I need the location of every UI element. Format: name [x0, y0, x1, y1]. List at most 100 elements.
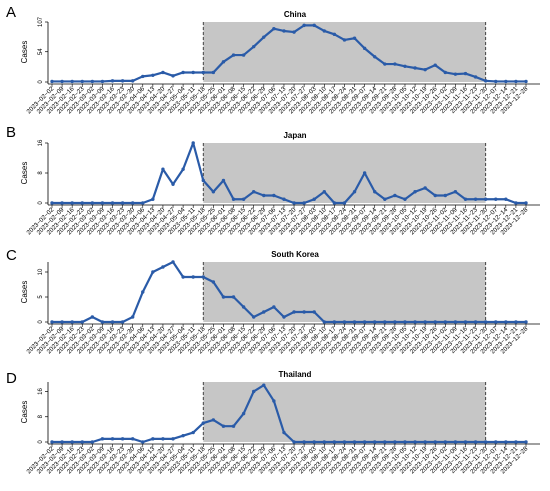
data-point — [393, 62, 397, 66]
data-point — [302, 201, 306, 205]
data-point — [70, 79, 74, 84]
data-point — [383, 320, 387, 324]
data-point — [423, 440, 427, 444]
data-point — [141, 290, 145, 294]
data-point — [262, 310, 266, 314]
data-point — [221, 178, 226, 183]
data-point — [110, 79, 115, 83]
data-point — [100, 320, 105, 324]
data-point — [252, 44, 256, 49]
data-point — [120, 437, 125, 441]
data-point — [50, 201, 54, 205]
data-point — [312, 310, 316, 314]
data-point — [171, 260, 175, 264]
data-point — [312, 440, 316, 444]
data-point — [120, 79, 125, 83]
data-point — [332, 320, 337, 324]
data-point — [393, 440, 397, 444]
data-point — [120, 320, 125, 324]
data-point — [231, 53, 236, 57]
y-tick-label: 10 — [38, 268, 44, 275]
data-point — [151, 73, 155, 77]
data-point — [130, 79, 135, 83]
data-point — [322, 440, 326, 444]
data-point — [130, 201, 135, 205]
data-point — [423, 186, 427, 190]
data-point — [322, 29, 326, 33]
data-point — [514, 201, 518, 205]
data-point — [473, 440, 478, 444]
data-point — [151, 437, 155, 441]
panel-letter: D — [6, 370, 17, 387]
data-point — [443, 320, 448, 324]
data-point — [211, 70, 216, 75]
data-point — [221, 60, 226, 64]
shaded-period — [203, 22, 486, 82]
data-point — [433, 320, 437, 324]
data-point — [433, 63, 437, 67]
data-point — [120, 201, 125, 205]
data-point — [50, 320, 54, 324]
data-point — [80, 320, 84, 324]
data-point — [483, 197, 488, 201]
data-point — [443, 440, 448, 444]
data-point — [362, 440, 367, 444]
panel-c: C South KoreaCases05102023−02−022023−02−0… — [6, 247, 540, 355]
data-point — [272, 193, 276, 198]
data-point — [524, 79, 528, 84]
data-point — [292, 30, 296, 34]
data-point — [504, 320, 508, 324]
shaded-period — [203, 143, 486, 203]
data-point — [373, 440, 377, 444]
data-point — [80, 201, 84, 205]
data-point — [80, 79, 84, 84]
data-point — [403, 440, 407, 444]
data-point — [151, 197, 155, 201]
panel-d: D ThailandCases08162023−02−022023−02−0920… — [6, 370, 540, 475]
data-point — [211, 190, 216, 194]
data-point — [60, 79, 64, 84]
panel-title: Japan — [283, 131, 306, 140]
data-point — [231, 295, 236, 299]
data-point — [312, 197, 316, 201]
data-point — [90, 201, 95, 205]
data-point — [90, 440, 95, 444]
panel-letter: A — [6, 4, 16, 21]
data-point — [312, 23, 316, 28]
data-point — [181, 433, 185, 438]
data-point — [373, 55, 377, 59]
panel-b: B JapanCases08162023−02−022023−02−092023−… — [6, 124, 540, 236]
y-tick-label: 16 — [38, 387, 44, 394]
data-point — [453, 72, 458, 76]
data-point — [453, 440, 458, 444]
y-tick-label: 0 — [38, 80, 44, 84]
data-point — [110, 437, 115, 441]
data-point — [191, 430, 195, 435]
data-point — [60, 440, 64, 444]
data-point — [262, 383, 266, 387]
data-point — [110, 320, 115, 324]
data-point — [342, 440, 347, 444]
data-point — [494, 440, 498, 444]
data-point — [80, 440, 84, 444]
data-point — [362, 171, 367, 175]
data-point — [332, 32, 337, 37]
data-point — [423, 67, 427, 72]
data-point — [524, 320, 528, 324]
data-point — [514, 320, 518, 324]
y-tick-label: 0 — [38, 201, 44, 205]
data-point — [70, 320, 74, 324]
data-point — [383, 62, 387, 66]
data-point — [282, 315, 286, 319]
data-point — [302, 310, 306, 314]
data-point — [524, 440, 528, 444]
y-axis-label: Cases — [20, 162, 29, 185]
data-point — [292, 201, 296, 205]
data-point — [241, 53, 246, 57]
data-point — [211, 280, 216, 284]
data-point — [292, 440, 296, 444]
data-point — [141, 74, 145, 79]
data-point — [141, 201, 145, 205]
data-point — [393, 193, 397, 198]
data-point — [201, 275, 205, 279]
